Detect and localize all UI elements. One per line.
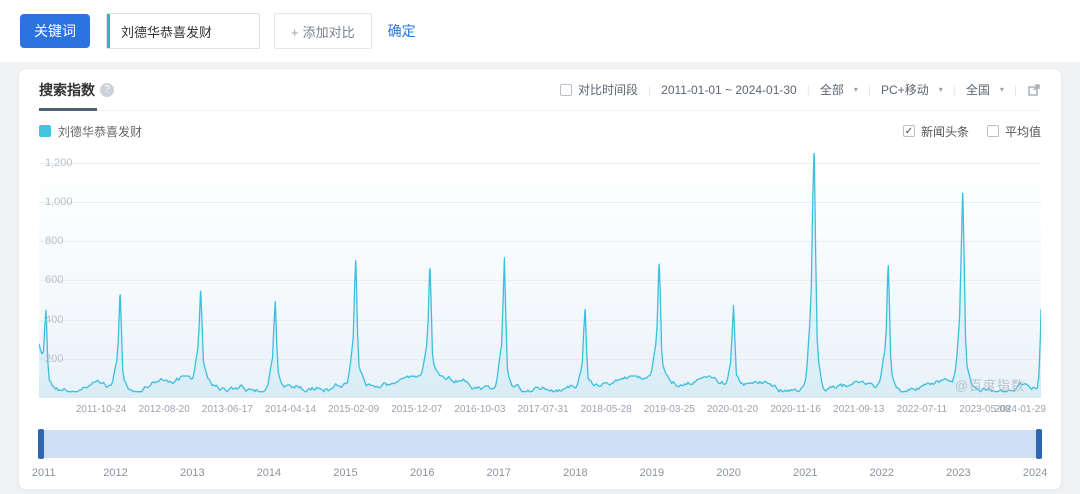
scope-dropdown[interactable]: 全部 ▾ — [820, 81, 858, 98]
keyword-button[interactable]: 关键词 — [20, 14, 90, 48]
x-axis-tick-label: 2013-06-17 — [201, 404, 253, 415]
device-dropdown-value: PC+移动 — [881, 83, 929, 97]
news-headlines-checkbox[interactable]: ✓ — [902, 125, 915, 137]
news-headlines-label: 新闻头条 — [920, 124, 969, 139]
x-axis-tick-label: 2019-03-25 — [643, 404, 695, 415]
y-axis-tick-label: 400 — [45, 313, 64, 326]
slider-year-label: 2017 — [486, 467, 512, 479]
compare-period-checkbox[interactable] — [560, 83, 573, 96]
baidu-index-watermark: @百度指数 — [954, 378, 1025, 393]
chevron-down-icon: ▾ — [999, 85, 1004, 94]
add-compare-label: 添加对比 — [302, 24, 355, 40]
y-axis-tick-label: 200 — [45, 352, 64, 365]
y-axis-tick-label: 1,200 — [45, 156, 73, 169]
date-range-selector[interactable]: 2011-01-01 ~ 2024-01-30 — [661, 82, 797, 97]
tab-label: 搜索指数 — [39, 81, 95, 98]
gridline — [39, 280, 1041, 282]
slider-year-label: 2011 — [31, 467, 56, 479]
x-axis-tick-label: 2018-05-28 — [580, 404, 632, 415]
x-axis-tick-label: 2024-01-29 — [994, 404, 1046, 415]
x-axis-tick-label: 2023-05-08 — [959, 404, 1011, 415]
trend-line-svg — [39, 153, 1041, 398]
slider-year-label: 2024 — [1022, 467, 1048, 479]
x-axis-tick-label: 2020-01-20 — [706, 404, 759, 415]
series-color-swatch — [39, 125, 51, 137]
divider: | — [806, 82, 810, 97]
divider: | — [1013, 82, 1017, 97]
news-headlines-toggle[interactable]: ✓ 新闻头条 — [902, 123, 969, 140]
x-axis-tick-label: 2021-09-13 — [833, 404, 885, 415]
active-tab-underline — [39, 108, 97, 111]
x-axis-tick-label: 2020-11-16 — [770, 404, 821, 415]
compare-period-toggle[interactable]: 对比时间段 — [560, 81, 638, 98]
time-range-slider[interactable] — [38, 429, 1042, 459]
keyword-input[interactable] — [107, 23, 259, 39]
export-external-link-icon[interactable] — [1027, 83, 1041, 97]
gridline — [39, 358, 1041, 360]
region-dropdown-value: 全国 — [965, 83, 990, 97]
slider-year-label: 2016 — [409, 467, 435, 479]
slider-year-label: 2015 — [333, 467, 358, 479]
slider-year-label: 2019 — [639, 467, 665, 479]
x-axis-tick-label: 2011-10-24 — [75, 404, 127, 415]
plus-icon: + — [291, 24, 299, 40]
device-dropdown[interactable]: PC+移动 ▾ — [881, 81, 943, 98]
x-axis-tick-label: 2015-02-09 — [328, 404, 380, 415]
divider: | — [648, 82, 652, 97]
trend-chart[interactable]: @百度指数 1,200 1,000 800 600 400 200 — [39, 153, 1041, 398]
confirm-button[interactable]: 确定 — [387, 23, 416, 39]
slider-year-label: 2023 — [946, 467, 971, 479]
y-axis-tick-label: 800 — [45, 235, 64, 248]
region-dropdown[interactable]: 全国 ▾ — [966, 81, 1004, 98]
header-controls: 对比时间段 | 2011-01-01 ~ 2024-01-30 | 全部 ▾ |… — [560, 81, 1041, 98]
series-legend-label: 刘德华恭喜发财 — [58, 124, 143, 139]
x-axis-tick-label: 2017-07-31 — [517, 404, 569, 415]
series-legend[interactable]: 刘德华恭喜发财 — [39, 123, 142, 140]
series-line — [39, 153, 1041, 393]
slider-year-labels: 2011 2012 2013 2014 2015 2016 2017 2018 2019 2020… — [32, 464, 1047, 486]
slider-right-handle[interactable] — [1036, 429, 1042, 459]
slider-year-label: 2013 — [180, 467, 205, 479]
divider: | — [952, 82, 956, 97]
slider-left-handle[interactable] — [38, 429, 44, 459]
chevron-down-icon: ▾ — [853, 85, 858, 94]
add-compare-button[interactable]: + 添加对比 — [274, 13, 372, 49]
slider-year-label: 2014 — [256, 467, 282, 479]
legend-toggles: ✓ 新闻头条 平均值 — [902, 123, 1041, 140]
x-axis-tick-label: 2012-08-20 — [138, 404, 190, 415]
gridline — [39, 162, 1041, 164]
compare-period-label: 对比时间段 — [578, 83, 639, 97]
average-toggle[interactable]: 平均值 — [986, 123, 1041, 140]
gridline — [39, 202, 1041, 203]
slider-year-label: 2012 — [103, 467, 128, 479]
slider-year-label: 2018 — [563, 467, 588, 479]
x-axis-tick-label: 2022-07-11 — [896, 404, 948, 415]
slider-year-label: 2021 — [792, 467, 818, 479]
top-toolbar: 关键词 +添加对比 确定 — [0, 0, 1080, 62]
tab-search-index[interactable]: 搜索指数 ? — [39, 69, 114, 111]
chevron-down-icon: ▾ — [938, 85, 943, 94]
help-icon[interactable]: ? — [100, 82, 114, 97]
keyword-accent-bar — [107, 14, 110, 48]
search-index-card: 搜索指数 ? 对比时间段 | 2011-01-01 ~ 2024-01-30 |… — [18, 68, 1062, 490]
divider: | — [867, 82, 872, 97]
keyword-input-wrapper[interactable] — [106, 13, 260, 49]
slider-year-label: 2022 — [869, 467, 895, 479]
gridline — [39, 241, 1041, 243]
x-axis-tick-label: 2016-10-03 — [454, 404, 506, 415]
scope-dropdown-value: 全部 — [819, 83, 844, 97]
y-axis-tick-label: 600 — [45, 274, 64, 287]
gridline — [39, 319, 1041, 321]
x-axis-tick-label: 2015-12-07 — [391, 404, 443, 415]
x-axis-tick-label: 2014-04-14 — [264, 404, 317, 415]
average-checkbox[interactable] — [986, 125, 999, 137]
y-axis-tick-label: 1,000 — [45, 196, 73, 208]
average-label: 平均值 — [1004, 124, 1041, 139]
slider-year-label: 2020 — [716, 467, 741, 479]
card-header: 搜索指数 ? 对比时间段 | 2011-01-01 ~ 2024-01-30 |… — [39, 69, 1041, 111]
x-axis-ticks: 2011-10-24 2012-08-20 2013-06-17 2014-04-14… — [39, 402, 1046, 422]
legend-row: 刘德华恭喜发财 ✓ 新闻头条 平均值 — [39, 113, 1041, 149]
